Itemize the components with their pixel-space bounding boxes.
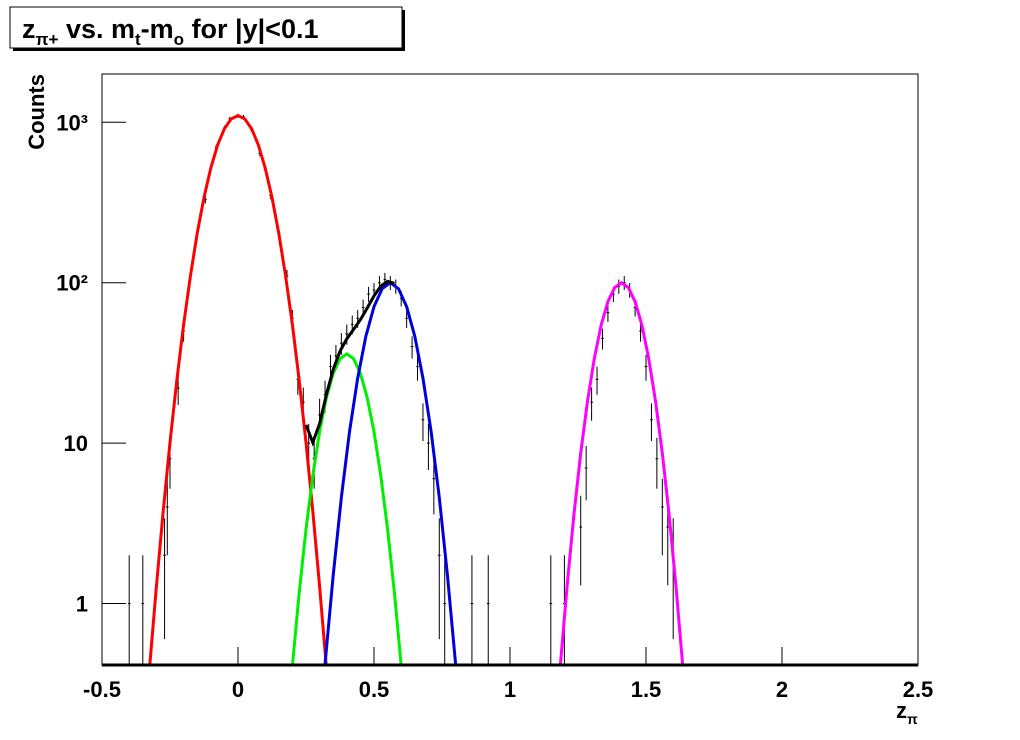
title-box [9, 6, 403, 49]
x-tick-label: 2.5 [903, 677, 934, 702]
plot-area [127, 113, 685, 665]
title-part: for |y|<0.1 [184, 14, 318, 44]
x-label-part: π [907, 711, 918, 727]
x-tick-label: 1 [504, 677, 516, 702]
y-tick-label: 10³ [56, 110, 88, 135]
title-part: vs. m [58, 14, 135, 44]
fit-curve [290, 352, 403, 665]
x-label-part: z [896, 698, 907, 723]
x-tick-label: 1.5 [631, 677, 662, 702]
title-part: π+ [36, 30, 59, 49]
title-shadow [13, 48, 405, 51]
y-tick-label: 1 [76, 592, 88, 617]
chart-title: zπ+ vs. mt-mo for |y|<0.1 [22, 14, 318, 49]
title-part: -m [141, 14, 174, 44]
x-tick-label: 0.5 [359, 677, 390, 702]
fit-curve [558, 280, 685, 665]
x-axis-label: zπ [896, 698, 918, 727]
title-part: o [174, 30, 184, 49]
fit-curve [148, 113, 328, 665]
x-tick-label: -0.5 [83, 677, 121, 702]
y-tick-label: 10² [56, 271, 88, 296]
y-axis-label: Counts [24, 74, 49, 150]
title-shadow [402, 10, 405, 51]
y-tick-label: 10 [64, 431, 88, 456]
title-part: z [22, 14, 36, 44]
x-tick-label: 2 [776, 677, 788, 702]
fit-curve [304, 279, 395, 447]
x-tick-label: 0 [232, 677, 244, 702]
title-part: t [135, 30, 141, 49]
